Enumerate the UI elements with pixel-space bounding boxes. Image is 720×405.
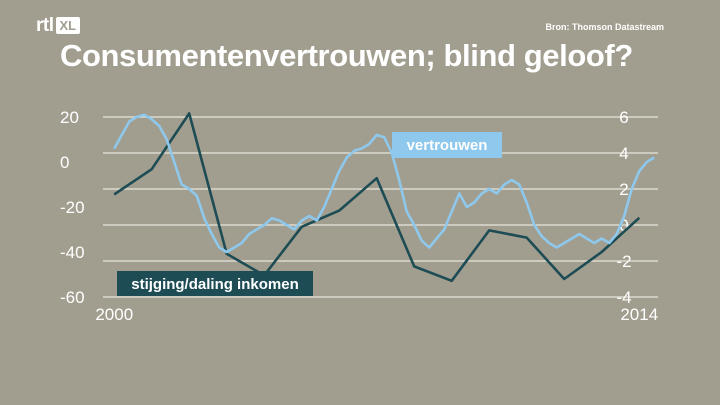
legend: vertrouwen stijging/daling inkomen <box>117 132 502 296</box>
right-tick-label: 2 <box>619 180 628 199</box>
legend-label-inkomen: stijging/daling inkomen <box>131 276 299 293</box>
right-tick-label: -4 <box>616 288 631 307</box>
left-tick-label: -60 <box>60 288 85 307</box>
series-line-inkomen <box>113 112 641 283</box>
logo-badge: XL <box>55 17 81 34</box>
logo-text: rtl <box>36 15 54 36</box>
legend-label-vertrouwen: vertrouwen <box>407 137 488 154</box>
series-line-vertrouwen <box>113 113 655 254</box>
legend-box-vertrouwen <box>392 132 502 158</box>
x-axis: 2000 2014 <box>95 305 658 324</box>
left-tick-label: -20 <box>60 198 85 217</box>
chart-title: Consumentenvertrouwen; blind geloof? <box>60 38 633 73</box>
gridlines <box>103 116 658 298</box>
right-tick-label: -2 <box>616 252 631 271</box>
left-tick-label: 20 <box>60 108 79 127</box>
left-tick-label: -40 <box>60 243 85 262</box>
x-tick-label: 2014 <box>620 305 658 324</box>
right-tick-label: 6 <box>619 108 628 127</box>
series-lines <box>113 112 655 283</box>
right-axis: 6 4 2 0 -2 -4 <box>616 108 631 307</box>
left-tick-label: 0 <box>60 153 69 172</box>
right-tick-label: 0 <box>619 216 628 235</box>
right-tick-label: 4 <box>619 144 628 163</box>
legend-box-inkomen <box>117 271 313 296</box>
x-tick-label: 2000 <box>95 305 133 324</box>
left-axis: 20 0 -20 -40 -60 <box>60 108 85 307</box>
source-label: Bron: Thomson Datastream <box>545 22 664 32</box>
rtl-xl-logo: rtl XL <box>36 15 81 36</box>
